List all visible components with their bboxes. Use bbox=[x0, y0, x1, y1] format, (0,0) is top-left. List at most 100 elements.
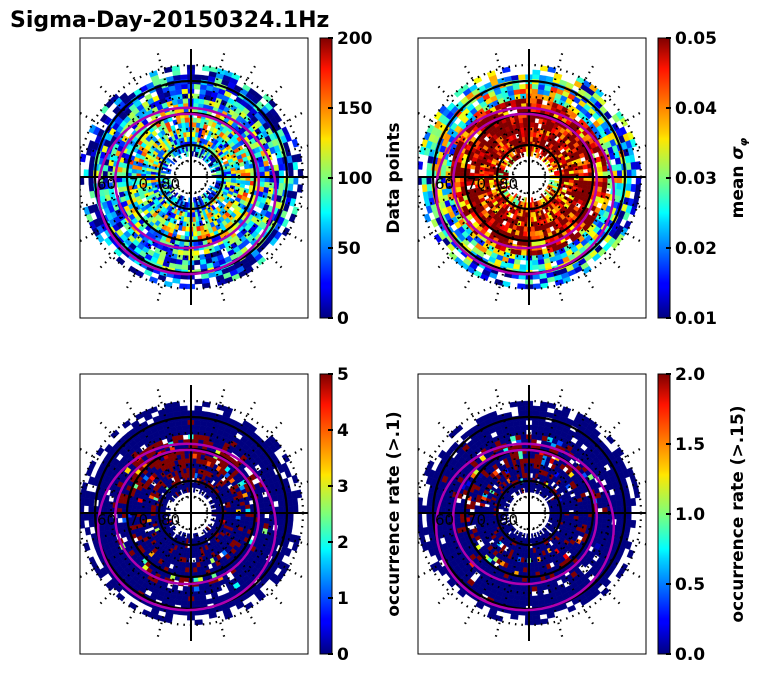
heatmap-bin bbox=[606, 182, 613, 189]
heatmap-bin bbox=[423, 213, 432, 223]
heatmap-bin bbox=[440, 164, 447, 172]
heatmap-bin bbox=[244, 168, 251, 174]
heatmap-bin bbox=[235, 169, 241, 175]
heatmap-bin bbox=[181, 420, 189, 426]
heatmap-bin bbox=[426, 183, 433, 192]
heatmap-bin bbox=[530, 211, 534, 218]
heatmap-bin bbox=[181, 458, 187, 465]
heatmap-bin bbox=[525, 146, 529, 152]
heatmap-bin bbox=[517, 400, 526, 407]
heatmap-bin bbox=[530, 197, 534, 203]
heatmap-bin bbox=[534, 230, 540, 237]
heatmap-bin bbox=[625, 162, 632, 171]
heatmap-bin bbox=[83, 512, 90, 521]
heatmap-bin bbox=[515, 98, 522, 105]
heatmap-bin bbox=[263, 181, 270, 189]
heatmap-bin bbox=[121, 419, 132, 429]
heatmap-bin bbox=[520, 98, 527, 105]
colorbar-tick-label: 0 bbox=[337, 309, 349, 329]
heatmap-bin bbox=[244, 180, 251, 186]
heatmap-bin bbox=[281, 453, 291, 463]
heatmap-bin bbox=[288, 176, 294, 185]
heatmap-bin bbox=[193, 424, 201, 431]
heatmap-bin bbox=[530, 226, 535, 232]
heatmap-bin bbox=[517, 405, 526, 412]
heatmap-bin bbox=[519, 84, 527, 90]
heatmap-bin bbox=[596, 166, 603, 173]
colorbar-tick-label: 200 bbox=[337, 29, 373, 49]
heatmap-bin bbox=[567, 604, 577, 613]
heatmap-bin bbox=[426, 505, 432, 514]
heatmap-bin bbox=[205, 190, 211, 196]
heatmap-bin bbox=[518, 117, 524, 124]
heatmap-bin bbox=[128, 265, 138, 275]
heatmap-bin bbox=[531, 259, 539, 266]
heatmap-bin bbox=[181, 532, 185, 538]
heatmap-bin bbox=[258, 502, 265, 509]
colorbar-label: Data points bbox=[384, 122, 404, 233]
heatmap-bin bbox=[633, 191, 641, 201]
heatmap-bin bbox=[181, 264, 189, 270]
heatmap-bin bbox=[426, 512, 432, 521]
heatmap-bin bbox=[626, 169, 632, 178]
heatmap-bin bbox=[88, 460, 97, 470]
heatmap-bin bbox=[292, 176, 299, 185]
heatmap-bin bbox=[292, 505, 299, 514]
heatmap-bin bbox=[182, 98, 189, 105]
heatmap-bin bbox=[193, 84, 201, 90]
heatmap-bin bbox=[193, 585, 200, 592]
heatmap-bin bbox=[193, 98, 200, 105]
colorbar-tick-label: 1 bbox=[337, 589, 349, 609]
colorbar-tick-label: 0.03 bbox=[675, 169, 717, 189]
auroral-oval-poleward bbox=[451, 112, 599, 250]
heatmap-bin bbox=[193, 420, 201, 426]
latitude-label: 60 bbox=[97, 511, 116, 529]
heatmap-bin bbox=[287, 498, 294, 507]
heatmap-bin bbox=[83, 497, 90, 507]
heatmap-bin bbox=[180, 453, 186, 460]
heatmap-bin bbox=[197, 196, 201, 202]
heatmap-bin bbox=[287, 183, 294, 192]
heatmap-bin bbox=[455, 166, 462, 173]
auroral-oval-equatorward bbox=[96, 106, 278, 276]
heatmap-bin bbox=[519, 264, 527, 270]
heatmap-bin bbox=[205, 494, 211, 500]
heatmap-bin bbox=[88, 505, 94, 514]
heatmap-bin bbox=[102, 164, 109, 172]
heatmap-bin bbox=[615, 163, 622, 172]
figure-title: Sigma-Day-20150324.1Hz bbox=[10, 8, 329, 33]
heatmap-bin bbox=[520, 249, 527, 256]
heatmap-bin bbox=[268, 182, 275, 189]
heatmap-bin bbox=[296, 184, 303, 193]
heatmap-bin bbox=[148, 276, 159, 284]
colorbar-tick-label: 5 bbox=[337, 365, 349, 385]
latitude-label: 80 bbox=[161, 511, 180, 529]
heatmap-bin bbox=[524, 132, 528, 138]
heatmap-bin bbox=[540, 193, 546, 199]
heatmap-bin bbox=[207, 187, 213, 193]
axes-frame bbox=[79, 37, 309, 319]
colorbar-tick-label: 3 bbox=[337, 477, 349, 497]
heatmap-bin bbox=[182, 585, 189, 592]
heatmap-bin bbox=[141, 609, 152, 618]
latitude-label: 80 bbox=[161, 175, 180, 193]
heatmap-bin bbox=[614, 157, 622, 165]
heatmap-bin bbox=[263, 517, 270, 525]
heatmap-bin bbox=[517, 195, 522, 202]
heatmap-bin bbox=[601, 181, 608, 189]
heatmap-bin bbox=[88, 512, 94, 521]
heatmap-bin bbox=[180, 117, 186, 124]
heatmap-bin bbox=[209, 185, 215, 190]
heatmap-bin bbox=[615, 182, 622, 191]
heatmap-bin bbox=[182, 249, 189, 256]
heatmap-bin bbox=[455, 181, 462, 188]
heatmap-bin bbox=[180, 410, 188, 417]
heatmap-bin bbox=[288, 512, 294, 521]
heatmap-bin bbox=[191, 202, 195, 208]
heatmap-bin bbox=[88, 556, 97, 566]
heatmap-bin bbox=[88, 498, 95, 507]
heatmap-bin bbox=[165, 507, 171, 511]
heatmap-bin bbox=[230, 170, 236, 175]
heatmap-bin bbox=[536, 249, 543, 256]
